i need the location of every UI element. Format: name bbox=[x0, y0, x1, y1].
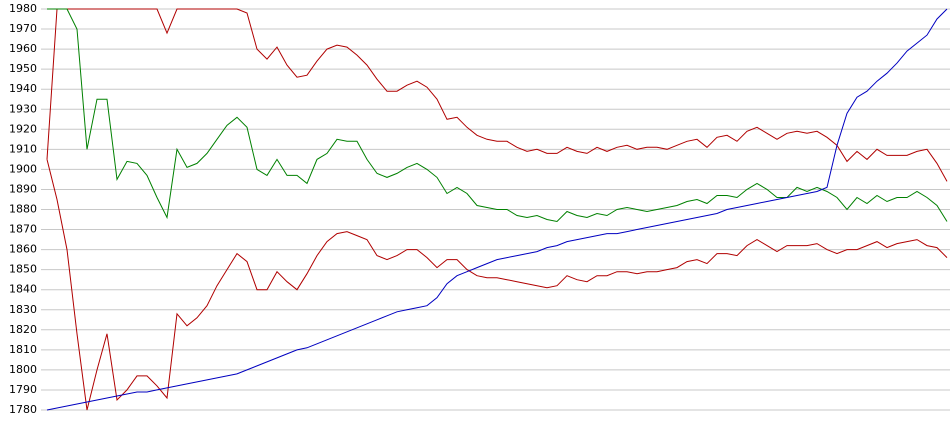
y-tick-label: 1790 bbox=[9, 383, 37, 396]
y-tick-label: 1920 bbox=[9, 122, 37, 135]
y-tick-label: 1860 bbox=[9, 243, 37, 256]
y-tick-label: 1820 bbox=[9, 323, 37, 336]
y-tick-label: 1980 bbox=[9, 2, 37, 15]
y-tick-label: 1960 bbox=[9, 42, 37, 55]
series-line bbox=[46, 159, 948, 411]
y-tick-label: 1910 bbox=[9, 142, 37, 155]
series-line bbox=[47, 8, 948, 223]
y-tick-label: 1930 bbox=[9, 102, 37, 115]
y-tick-label: 1950 bbox=[9, 62, 37, 75]
series-line bbox=[46, 8, 948, 411]
y-tick-label: 1970 bbox=[9, 22, 37, 35]
y-tick-label: 1850 bbox=[9, 263, 37, 276]
y-tick-label: 1780 bbox=[9, 403, 37, 416]
y-tick-label: 1880 bbox=[9, 203, 37, 216]
y-tick-label: 1900 bbox=[9, 162, 37, 175]
series-line bbox=[46, 8, 948, 182]
y-tick-label: 1870 bbox=[9, 223, 37, 236]
y-tick-label: 1800 bbox=[9, 363, 37, 376]
y-tick-label: 1810 bbox=[9, 343, 37, 356]
y-tick-label: 1830 bbox=[9, 303, 37, 316]
y-tick-label: 1840 bbox=[9, 283, 37, 296]
y-tick-label: 1940 bbox=[9, 82, 37, 95]
y-tick-label: 1890 bbox=[9, 182, 37, 195]
